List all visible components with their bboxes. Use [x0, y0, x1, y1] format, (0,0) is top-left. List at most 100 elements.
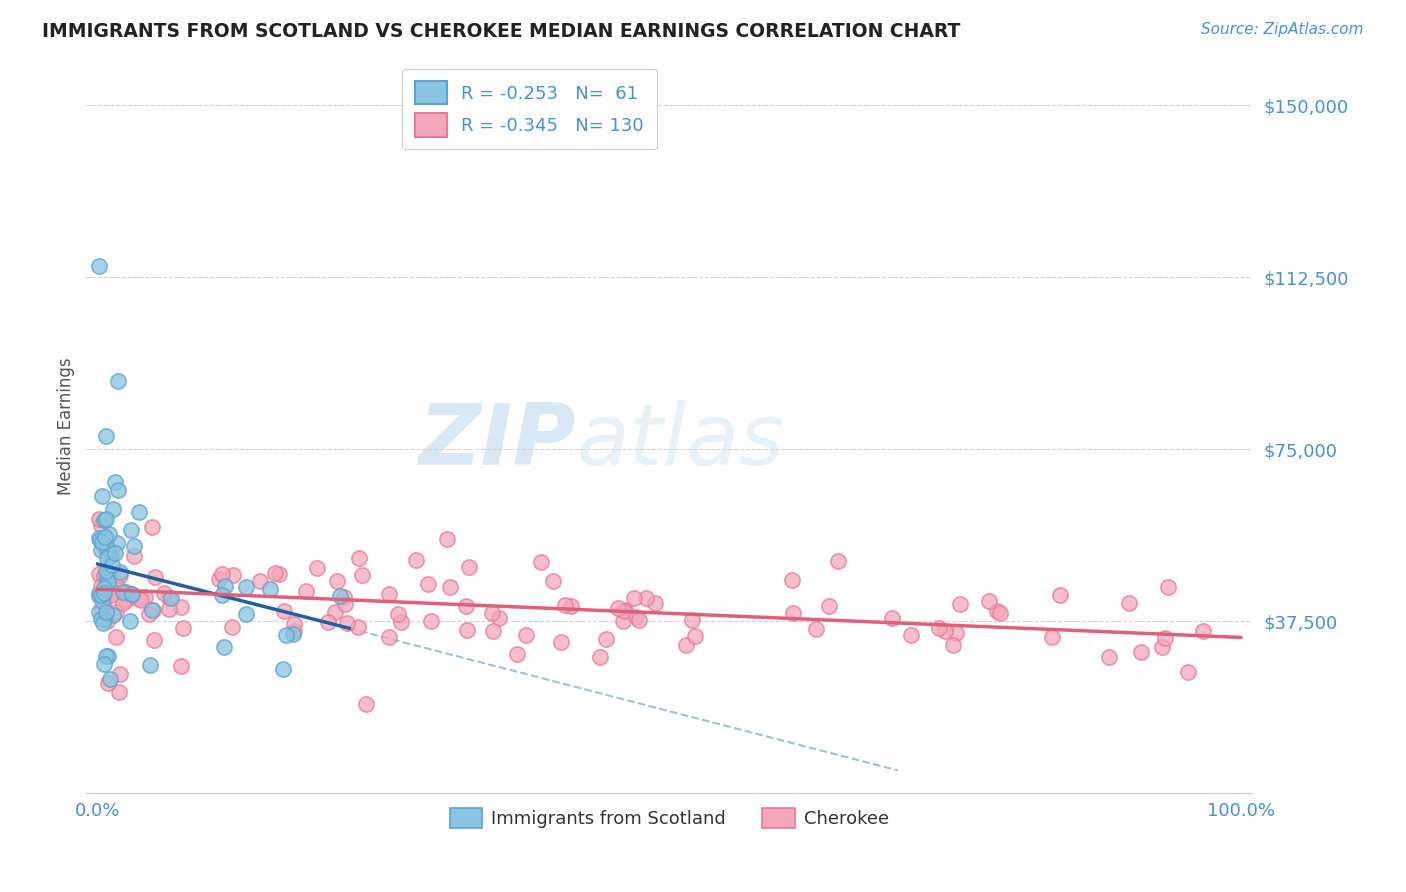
Point	[96, 541, 118, 555]
Point	[259, 582, 281, 596]
Point	[91, 489, 114, 503]
Point	[458, 560, 481, 574]
Point	[98, 527, 121, 541]
Point	[96, 570, 118, 584]
Point	[249, 574, 271, 588]
Point	[100, 588, 122, 602]
Point	[105, 605, 128, 619]
Point	[235, 607, 257, 621]
Point	[211, 588, 233, 602]
Point	[97, 549, 120, 564]
Point	[160, 591, 183, 605]
Point	[405, 553, 427, 567]
Point	[89, 585, 111, 599]
Point	[595, 632, 617, 646]
Point	[97, 541, 120, 556]
Point	[87, 605, 110, 619]
Point	[273, 604, 295, 618]
Point	[91, 586, 114, 600]
Point	[90, 588, 112, 602]
Point	[97, 566, 120, 580]
Point	[328, 589, 350, 603]
Point	[98, 549, 121, 564]
Point	[104, 586, 127, 600]
Point	[1130, 645, 1153, 659]
Point	[111, 596, 134, 610]
Point	[143, 570, 166, 584]
Point	[488, 611, 510, 625]
Point	[94, 511, 117, 525]
Point	[114, 591, 136, 606]
Point	[94, 648, 117, 663]
Point	[157, 591, 180, 605]
Point	[96, 614, 118, 628]
Point	[880, 610, 903, 624]
Point	[100, 573, 122, 587]
Point	[554, 598, 576, 612]
Point	[336, 616, 359, 631]
Point	[100, 549, 122, 563]
Point	[108, 685, 131, 699]
Point	[124, 539, 146, 553]
Point	[91, 593, 114, 607]
Point	[207, 572, 229, 586]
Point	[120, 587, 142, 601]
Point	[96, 575, 118, 590]
Point	[90, 578, 112, 592]
Point	[214, 579, 236, 593]
Point	[96, 533, 118, 547]
Point	[274, 628, 297, 642]
Point	[115, 585, 138, 599]
Point	[628, 613, 651, 627]
Point	[416, 577, 439, 591]
Point	[122, 549, 145, 564]
Point	[87, 566, 110, 581]
Point	[928, 621, 950, 635]
Point	[269, 567, 291, 582]
Point	[419, 615, 441, 629]
Point	[138, 607, 160, 622]
Point	[108, 567, 131, 582]
Point	[439, 580, 461, 594]
Point	[120, 523, 142, 537]
Point	[108, 565, 131, 579]
Point	[387, 607, 409, 622]
Point	[612, 614, 634, 628]
Point	[139, 657, 162, 672]
Point	[104, 475, 127, 489]
Point	[169, 599, 191, 614]
Point	[93, 612, 115, 626]
Point	[105, 536, 128, 550]
Point	[378, 630, 401, 644]
Point	[325, 574, 347, 588]
Point	[134, 590, 156, 604]
Point	[101, 558, 124, 573]
Point	[806, 622, 828, 636]
Point	[346, 620, 368, 634]
Point	[93, 539, 115, 553]
Point	[505, 648, 527, 662]
Point	[481, 606, 503, 620]
Point	[624, 609, 647, 624]
Point	[87, 589, 110, 603]
Point	[107, 374, 129, 388]
Point	[454, 599, 477, 614]
Point	[87, 512, 110, 526]
Point	[606, 601, 628, 615]
Point	[333, 597, 356, 611]
Point	[294, 584, 316, 599]
Point	[93, 657, 115, 672]
Point	[221, 620, 243, 634]
Point	[94, 428, 117, 442]
Point	[96, 564, 118, 578]
Point	[93, 569, 115, 583]
Point	[316, 615, 339, 629]
Point	[1118, 597, 1140, 611]
Point	[94, 530, 117, 544]
Text: ZIP: ZIP	[419, 400, 576, 483]
Point	[263, 566, 285, 581]
Point	[283, 617, 305, 632]
Point	[128, 592, 150, 607]
Point	[644, 596, 666, 610]
Point	[377, 586, 399, 600]
